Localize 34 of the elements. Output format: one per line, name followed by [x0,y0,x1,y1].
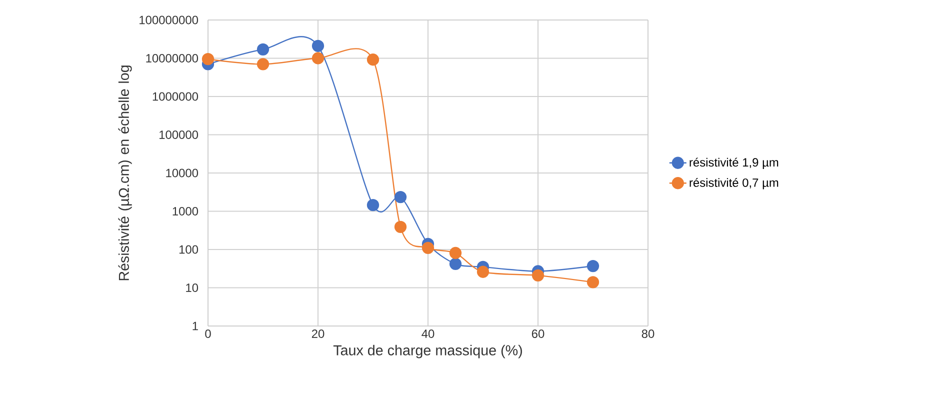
y-tick-label: 100000000 [140,16,198,24]
y-tick-label: 100000 [160,130,198,139]
x-tick-label: 40 [422,330,434,338]
legend-label: résistivité 1,9 µm [690,158,778,170]
point [586,260,600,272]
point [422,242,434,254]
y-axis-title: Résistivité (µΩ.cm) en échelle log [118,66,132,280]
x-tick-label: 0 [205,330,211,338]
point [449,258,462,270]
point [202,53,214,66]
x-axis-title: Taux de charge massique (%) [333,344,522,358]
point [476,266,490,278]
y-tick-label: 1000000 [152,92,198,101]
x-tick-label: 80 [642,330,654,338]
y-tick-label: 10000000 [146,54,198,62]
point [449,246,462,260]
legend-label: résistivité 0,7 µm [690,178,778,190]
y-tick-label: 10 [186,284,198,292]
point [312,40,324,52]
point [394,220,407,233]
point [532,269,544,282]
point [312,52,324,64]
x-tick-label: 60 [532,330,544,338]
point [256,58,270,70]
point [256,43,270,56]
y-tick-label: 10000 [166,168,198,178]
point [366,199,380,212]
y-tick-label: 1 [192,322,198,330]
point [586,276,600,288]
y-tick-label: 100 [179,245,198,254]
x-tick-label: 20 [312,330,324,338]
point [394,190,407,204]
point [366,54,380,66]
y-tick-label: 1000 [172,207,198,216]
